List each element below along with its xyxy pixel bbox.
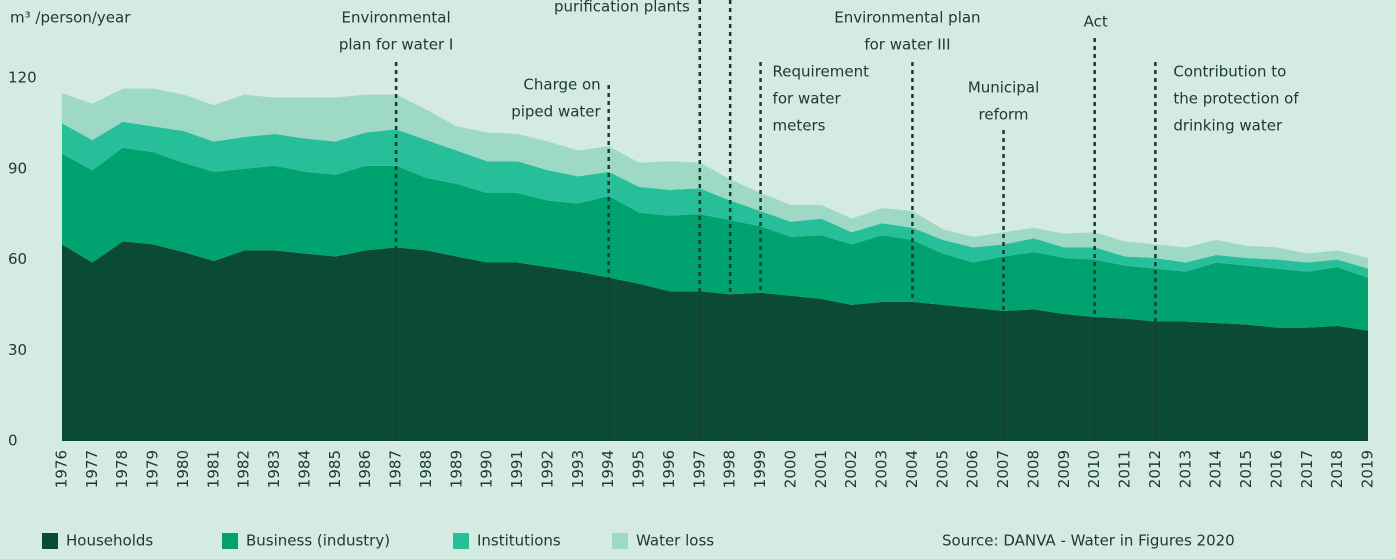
annotation-text: reform: [979, 106, 1029, 124]
annotation-text: Charge on: [523, 76, 600, 94]
y-tick-label: 90: [8, 159, 27, 177]
x-tick-label: 2007: [994, 450, 1012, 488]
source: Source: DANVA - Water in Figures 2020: [942, 532, 1235, 550]
x-tick-label: 2013: [1176, 450, 1194, 488]
annotation-text: Act: [1084, 13, 1108, 31]
area: [62, 241, 1368, 441]
x-tick-label: 1989: [447, 450, 465, 488]
x-tick-label: 2009: [1055, 450, 1073, 488]
x-tick-label: 2016: [1267, 450, 1285, 488]
x-tick-label: 2018: [1328, 450, 1346, 488]
annotation-text: plan for water I: [339, 36, 453, 54]
x-tick-label: 1996: [660, 450, 678, 488]
x-tick-label: 2008: [1024, 450, 1042, 488]
x-tick-label: 2001: [812, 450, 830, 488]
x-tick-label: 2000: [781, 450, 799, 488]
annotation-text: Requirement: [773, 63, 870, 81]
y-axis-label: m³ /person/year: [10, 9, 131, 27]
annotation-text: Municipal: [968, 79, 1039, 97]
x-tick-label: 2014: [1207, 450, 1225, 488]
x-tick-label: 1976: [53, 450, 71, 488]
annotation-text: the protection of: [1173, 90, 1299, 108]
annotation-text: Environmental plan: [834, 9, 980, 27]
annotation-text: drinking water: [1173, 117, 1283, 135]
x-tick-label: 2017: [1298, 450, 1316, 488]
x-tick-label: 2010: [1085, 450, 1103, 488]
x-tick-label: 1981: [204, 450, 222, 488]
x-tick-label: 1983: [265, 450, 283, 488]
legend-swatch: [453, 533, 469, 549]
x-tick-label: 2015: [1237, 450, 1255, 488]
area: [62, 88, 1368, 269]
x-tick-label: 1991: [508, 450, 526, 488]
x-tick-label: 2005: [933, 450, 951, 488]
x-tick-label: 1990: [478, 450, 496, 488]
y-tick-label: 60: [8, 250, 27, 268]
annotation-text: meters: [773, 117, 826, 135]
x-tick-label: 2006: [964, 450, 982, 488]
x-tick-label: 2002: [842, 450, 860, 488]
legend-swatch: [42, 533, 58, 549]
legend-label: Business (industry): [246, 532, 390, 550]
x-tick-label: 1986: [356, 450, 374, 488]
legend-label: Water loss: [636, 532, 714, 550]
annotation-text: for water: [773, 90, 842, 108]
x-tick-label: 1994: [599, 450, 617, 488]
annotation-text: for water III: [864, 36, 950, 54]
y-tick-label: 30: [8, 341, 27, 359]
x-tick-label: 1998: [721, 450, 739, 488]
y-tick-label: 0: [8, 432, 18, 450]
legend-swatch: [222, 533, 238, 549]
annotation-text: Environmental: [342, 9, 451, 27]
annotation-text: Sector: [1072, 0, 1121, 4]
x-tick-label: 1985: [326, 450, 344, 488]
x-tick-label: 1993: [569, 450, 587, 488]
x-tick-label: 2003: [873, 450, 891, 488]
y-tick-label: 120: [8, 69, 37, 87]
x-tick-label: 1977: [83, 450, 101, 488]
x-tick-label: 1978: [113, 450, 131, 488]
x-tick-label: 2019: [1359, 450, 1377, 488]
x-tick-label: 1982: [235, 450, 253, 488]
x-tick-label: 2012: [1146, 450, 1164, 488]
legend-label: Institutions: [477, 532, 561, 550]
legend-label: Households: [66, 532, 153, 550]
x-tick-label: 1992: [538, 450, 556, 488]
legend-swatch: [612, 533, 628, 549]
x-tick-label: 1999: [751, 450, 769, 488]
x-tick-label: 2011: [1116, 450, 1134, 488]
x-tick-label: 1984: [295, 450, 313, 488]
x-tick-label: 1995: [630, 450, 648, 488]
x-tick-label: 1988: [417, 450, 435, 488]
area: [62, 121, 1368, 278]
x-tick-label: 1979: [144, 450, 162, 488]
x-tick-label: 1987: [387, 450, 405, 488]
x-tick-label: 1980: [174, 450, 192, 488]
x-tick-label: 2004: [903, 450, 921, 488]
x-tick-label: 1997: [690, 450, 708, 488]
area: [62, 147, 1368, 331]
annotation-text: piped water: [511, 103, 601, 121]
annotation-text: Contribution to: [1173, 63, 1286, 81]
annotation-text: purification plants: [554, 0, 690, 16]
